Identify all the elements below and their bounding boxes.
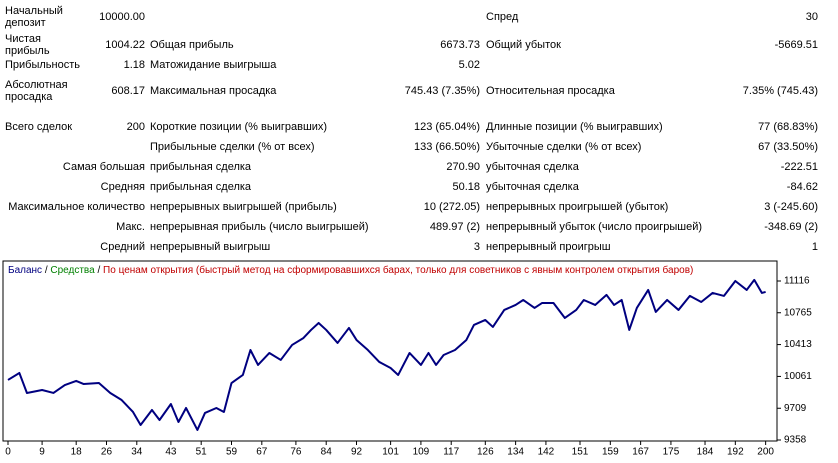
- x-tick-label: 184: [697, 447, 714, 458]
- title-part: /: [42, 265, 50, 276]
- plot-frame: [2, 260, 778, 442]
- x-tick-label: 43: [165, 447, 177, 458]
- x-tick-label: 84: [321, 447, 333, 458]
- stat-label: Максимальная просадка: [150, 85, 277, 97]
- y-tick-label: 10765: [784, 307, 812, 318]
- stat-label: Убыточные сделки (% от всех): [486, 141, 642, 153]
- stat-label: Общий убыток: [486, 39, 561, 51]
- x-tick-label: 101: [382, 447, 399, 458]
- stat-value: 270.90: [446, 161, 480, 173]
- stat-value: 608.17: [111, 85, 145, 97]
- stat-value: -84.62: [786, 181, 818, 193]
- stat-label: Самая большая: [62, 161, 145, 173]
- stat-label: Прибыльность: [5, 59, 80, 71]
- stat-value: 745.43 (7.35%): [404, 85, 480, 97]
- y-tick-label: 9358: [784, 435, 807, 446]
- stat-label: убыточная сделка: [486, 181, 579, 193]
- stat-label: Средняя: [100, 181, 145, 193]
- stat-value: 10000.00: [99, 11, 145, 23]
- x-tick-label: 51: [196, 447, 208, 458]
- x-tick-label: 167: [632, 447, 649, 458]
- stat-label: непрерывный выигрыш: [150, 241, 271, 253]
- stat-value: -348.69 (2): [764, 221, 818, 233]
- stat-value: 3 (-245.60): [764, 201, 818, 213]
- y-tick-label: 11116: [784, 276, 810, 287]
- stat-value: 77 (68.83%): [758, 121, 818, 133]
- x-tick-label: 126: [477, 447, 494, 458]
- x-tick-label: 159: [602, 447, 619, 458]
- stat-label: Прибыльные сделки (% от всех): [150, 141, 315, 153]
- stat-label: Чистая прибыль: [5, 33, 50, 57]
- stat-value: -5669.51: [774, 39, 818, 51]
- x-tick-label: 67: [256, 447, 268, 458]
- stat-label: непрерывный проигрыш: [486, 241, 611, 253]
- title-part: Средства: [50, 265, 95, 276]
- x-tick-label: 0: [5, 447, 11, 458]
- y-tick-label: 10061: [784, 371, 812, 382]
- x-tick-label: 151: [572, 447, 589, 458]
- stat-label: Длинные позиции (% выигравших): [486, 121, 663, 133]
- stat-value: 200: [126, 121, 145, 133]
- stat-label: непрерывная прибыль (число выигрышей): [150, 221, 369, 233]
- stat-label: непрерывных проигрышей (убыток): [486, 201, 669, 213]
- stat-label: непрерывных выигрышей (прибыль): [150, 201, 337, 213]
- stat-label: Абсолютная просадка: [5, 79, 68, 103]
- stat-label: Макс.: [116, 221, 145, 233]
- stat-value: 3: [473, 241, 480, 253]
- stat-label: Начальный депозит: [5, 5, 63, 29]
- stat-label: Всего сделок: [5, 121, 73, 133]
- stat-value: 10 (272.05): [423, 201, 480, 213]
- stat-label: Спред: [486, 11, 519, 23]
- stat-label: Максимальное количество: [8, 201, 145, 213]
- stat-value: 1004.22: [105, 39, 145, 51]
- x-tick-label: 76: [290, 447, 302, 458]
- x-tick-label: 200: [757, 447, 774, 458]
- x-tick-label: 18: [71, 447, 83, 458]
- x-tick-label: 59: [226, 447, 238, 458]
- stat-label: Общая прибыль: [150, 39, 234, 51]
- stat-value: 67 (33.50%): [758, 141, 818, 153]
- stat-label: Короткие позиции (% выигравших): [150, 121, 328, 133]
- x-tick-label: 9: [39, 447, 45, 458]
- stat-label: непрерывный убыток (число проигрышей): [486, 221, 703, 233]
- stat-value: 5.02: [458, 59, 480, 71]
- title-part: /: [95, 265, 103, 276]
- stat-value: 7.35% (745.43): [742, 85, 818, 97]
- y-tick-label: 9709: [784, 403, 807, 414]
- stat-label: прибыльная сделка: [150, 181, 252, 193]
- x-tick-label: 142: [538, 447, 555, 458]
- x-tick-label: 175: [663, 447, 680, 458]
- x-tick-label: 192: [727, 447, 744, 458]
- stat-value: 489.97 (2): [429, 221, 480, 233]
- stat-value: 1: [811, 241, 818, 253]
- stat-label: Относительная просадка: [486, 85, 615, 97]
- balance-line: [7, 278, 766, 431]
- x-tick-label: 26: [101, 447, 113, 458]
- report-table: Начальный депозит 10000.00 Спред 30 Чистая п…: [5, 5, 818, 253]
- stat-value: 1.18: [123, 59, 145, 71]
- x-tick-label: 34: [131, 447, 143, 458]
- stat-value: -222.51: [780, 161, 818, 173]
- x-tick-label: 117: [443, 447, 459, 458]
- stat-label: Средний: [100, 241, 145, 253]
- chart-title: Баланс / Средства / По ценам открытия (б…: [8, 264, 693, 276]
- stat-value: 50.18: [452, 181, 480, 193]
- stat-value: 133 (66.50%): [413, 141, 480, 153]
- stat-label: прибыльная сделка: [150, 161, 252, 173]
- title-part: Баланс: [8, 265, 42, 276]
- stat-value: 123 (65.04%): [413, 121, 480, 133]
- x-tick-label: 109: [413, 447, 430, 458]
- x-tick-label: 92: [351, 447, 363, 458]
- x-tick-label: 134: [507, 447, 524, 458]
- title-part: По ценам открытия (быстрый метод на сфор…: [103, 264, 693, 276]
- stat-value: 6673.73: [440, 39, 480, 51]
- stat-value: 30: [805, 11, 818, 23]
- y-tick-label: 10413: [784, 339, 812, 350]
- stat-label: убыточная сделка: [486, 161, 579, 173]
- stat-label: Матожидание выигрыша: [150, 59, 277, 71]
